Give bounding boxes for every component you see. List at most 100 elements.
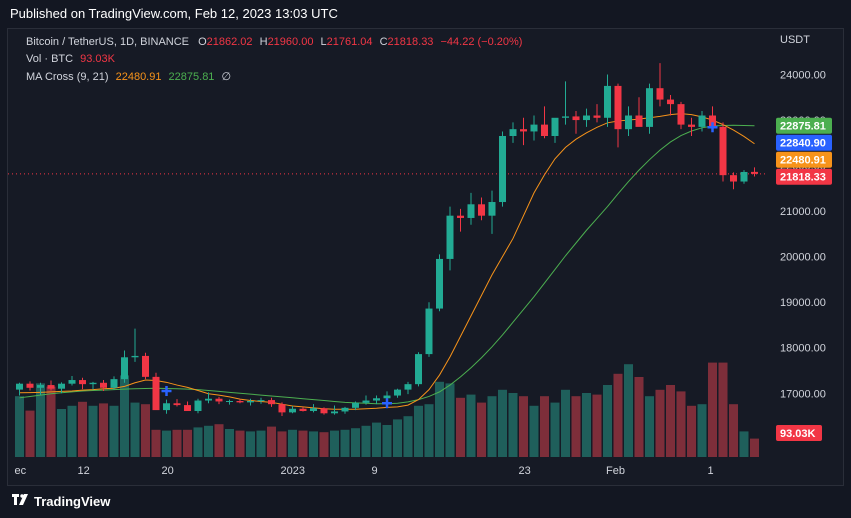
x-tick-label: 9 <box>372 465 378 477</box>
volume-bar <box>183 429 192 457</box>
volume-bar <box>456 397 465 457</box>
volume-bar <box>424 404 434 457</box>
candle-body <box>499 136 506 203</box>
volume-bar <box>498 389 507 457</box>
volume-bar <box>645 396 654 457</box>
volume-bar <box>445 383 455 457</box>
candle-body <box>89 382 97 385</box>
candle-body <box>16 383 23 390</box>
candle-body <box>530 124 538 132</box>
x-tick-label: 1 <box>708 465 714 477</box>
volume-bar <box>309 431 318 457</box>
volume-bar <box>340 429 350 457</box>
ma-cross-label[interactable]: MA Cross (9, 21) <box>26 71 109 83</box>
candle-body <box>152 376 160 411</box>
ma-empty-value: ∅ <box>221 71 232 83</box>
price-badge-label: 22480.91 <box>780 155 826 167</box>
price-badge <box>776 134 832 151</box>
candle-body <box>215 398 223 402</box>
volume-bar <box>351 428 360 457</box>
candle-body <box>604 85 611 118</box>
candle-body <box>446 215 454 259</box>
volume-bar <box>382 425 392 457</box>
y-tick-label: 18000.00 <box>780 343 826 355</box>
candle-body <box>751 171 758 174</box>
volume-bar <box>540 396 549 457</box>
legend-ma-row: MA Cross (9, 21) 22480.91 22875.81 ∅ <box>26 70 231 83</box>
volume-bar <box>666 385 675 457</box>
volume-bar <box>519 396 528 457</box>
ma-fast-value: 22480.91 <box>115 71 162 83</box>
legend-symbol-row: Bitcoin / TetherUS, 1D, BINANCE O21862.0… <box>26 36 522 48</box>
volume-bar <box>267 426 276 457</box>
volume-bar <box>319 432 329 457</box>
candle-body <box>562 116 569 118</box>
candle-body <box>68 380 76 384</box>
volume-value: 93.03K <box>80 53 116 65</box>
candle-body <box>719 126 727 176</box>
volume-bar <box>141 404 150 457</box>
candle-body <box>677 104 685 125</box>
candle-body <box>740 171 748 182</box>
chart-panel[interactable]: USDT24000.0023000.0022000.0021000.002000… <box>7 28 844 486</box>
candle-body <box>373 398 380 401</box>
volume-bar <box>624 364 633 457</box>
volume-bar <box>204 425 213 457</box>
price-chart[interactable]: USDT24000.0023000.0022000.0021000.002000… <box>8 29 843 485</box>
volume-bar <box>330 430 339 457</box>
price-badge-label: 22875.81 <box>780 121 826 133</box>
volume-bar <box>99 403 108 457</box>
open-label: O <box>198 36 207 48</box>
candle-body <box>320 408 328 414</box>
candle-body <box>509 129 517 136</box>
volume-bar <box>57 409 66 457</box>
candle-body <box>667 99 674 105</box>
volume-bar <box>718 362 728 457</box>
candle-body <box>583 115 590 121</box>
candle-body <box>110 379 118 388</box>
candle-body <box>341 407 349 412</box>
candle-body <box>278 404 286 413</box>
candle-body <box>635 115 643 127</box>
volume-bar <box>256 430 266 457</box>
candle-body <box>520 129 527 132</box>
x-tick-label: ec <box>15 465 27 477</box>
candle-body <box>572 116 580 121</box>
candle-body <box>310 408 317 412</box>
y-tick-label: 24000.00 <box>780 70 826 82</box>
candle-body <box>236 400 244 403</box>
candle-body <box>163 403 170 411</box>
volume-bar <box>393 419 402 457</box>
volume-bar <box>550 402 560 457</box>
candle-body <box>289 408 296 413</box>
low-value: 21761.04 <box>326 36 373 48</box>
high-value: 21960.00 <box>267 36 314 48</box>
candle-body <box>404 384 412 390</box>
published-text: Published on TradingView.com, Feb 12, 20… <box>10 6 338 21</box>
volume-bar <box>298 430 308 457</box>
tradingview-brand[interactable]: TradingView <box>34 494 111 509</box>
volume-bar <box>172 429 182 457</box>
volume-bar <box>277 431 287 457</box>
published-header: Published on TradingView.com, Feb 12, 20… <box>0 0 851 28</box>
volume-bar <box>561 389 570 457</box>
volume-bar <box>403 416 413 457</box>
volume-bar <box>435 381 444 457</box>
volume-bar <box>477 402 486 457</box>
candle-body <box>688 124 695 127</box>
currency-label: USDT <box>780 34 810 46</box>
volume-badge <box>776 425 822 441</box>
x-tick-label: 20 <box>162 465 174 477</box>
volume-bar <box>708 362 717 457</box>
candle-body <box>194 400 202 412</box>
ma-cross-marker <box>382 398 392 409</box>
volume-bar <box>214 424 224 457</box>
volume-bar <box>46 386 56 457</box>
open-value: 21862.02 <box>206 36 253 48</box>
volume-bar <box>162 430 171 457</box>
symbol-title[interactable]: Bitcoin / TetherUS, 1D, BINANCE <box>26 36 190 48</box>
y-tick-label: 20000.00 <box>780 252 826 264</box>
volume-label[interactable]: Vol · BTC <box>26 53 74 65</box>
volume-bar <box>582 393 591 457</box>
candle-body <box>173 403 181 406</box>
